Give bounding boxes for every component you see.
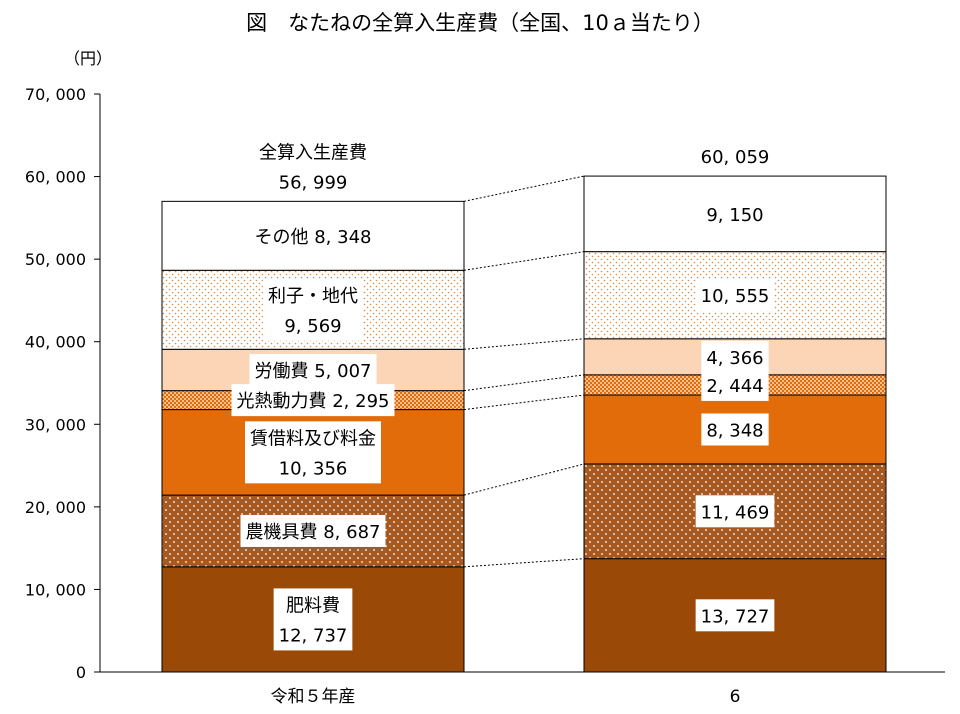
- segment-label-text: 4, 366: [706, 348, 763, 369]
- segment-label: 2, 444: [701, 368, 769, 401]
- total-title: 全算入生産費: [259, 142, 367, 163]
- bar-segments: [161, 175, 887, 673]
- connector-line: [463, 338, 585, 350]
- segment-label-text: 肥料費: [286, 595, 340, 616]
- y-axis: 0 10, 000 20, 000 30, 000 40, 000 50, 000 60, …: [25, 85, 945, 682]
- segment-label-text: 9, 569: [284, 316, 341, 337]
- segment-label-box: [701, 197, 769, 230]
- segment-label-text: 10, 555: [701, 286, 770, 307]
- segment-label: 肥料費 12, 737: [273, 588, 353, 651]
- segment-label-text: 10, 356: [279, 458, 348, 479]
- y-tick-label: 50, 000: [25, 250, 86, 269]
- segment-label-box: [695, 599, 775, 632]
- segment-label-box: [240, 514, 386, 547]
- y-tick-label: 70, 000: [25, 85, 86, 104]
- segment-label-box: [701, 413, 769, 446]
- segment-label-text: 農機具費 8, 687: [246, 522, 381, 543]
- segment-label-text: その他 8, 348: [255, 227, 372, 248]
- segment-label-text: 11, 469: [701, 502, 770, 523]
- segment-label: 光熱動力費 2, 295: [231, 384, 395, 417]
- x-category-label: 令和５年産: [271, 687, 356, 707]
- connector-line: [463, 251, 585, 271]
- segment-label-text: 9, 150: [706, 205, 763, 226]
- segment-label-box: [263, 278, 363, 341]
- segment-label-box: [701, 368, 769, 401]
- segment-label-box: [695, 495, 775, 528]
- connector-line: [463, 463, 585, 496]
- segment-label: 9, 150: [701, 197, 769, 230]
- segment-label-box: [249, 353, 377, 386]
- segment-label-text: 2, 444: [706, 376, 763, 397]
- y-tick-label: 60, 000: [25, 168, 86, 187]
- segment-label-text: 13, 727: [701, 606, 770, 627]
- segment-label-box: [695, 279, 775, 312]
- y-tick-label: 10, 000: [25, 580, 86, 599]
- y-tick-label: 0: [76, 663, 86, 682]
- total-value-label: 60, 059: [701, 147, 770, 168]
- connector-line: [463, 394, 585, 411]
- y-axis-unit-label: （円）: [64, 49, 112, 68]
- y-tick-label: 30, 000: [25, 415, 86, 434]
- segment-label-text: 賃借料及び料金: [250, 428, 376, 449]
- x-category-label: 6: [730, 687, 741, 707]
- x-axis-categories: 令和５年産 6: [271, 687, 741, 707]
- segment-label: 4, 366: [701, 340, 769, 373]
- segment-label: 11, 469: [695, 495, 775, 528]
- connector-line: [463, 374, 585, 392]
- segment-label-box: [701, 340, 769, 373]
- segment-label-text: 利子・地代: [268, 286, 358, 307]
- chart-title: 図 なたねの全算入生産費（全国、10ａ当たり）: [246, 11, 714, 35]
- segment-label: 8, 348: [701, 413, 769, 446]
- segment-label-box: [249, 219, 377, 252]
- segment-label: その他 8, 348: [249, 219, 377, 252]
- segment-label-text: 光熱動力費 2, 295: [237, 391, 390, 412]
- segment-label-box: [273, 588, 353, 651]
- total-labels: 全算入生産費 56, 999 60, 059: [259, 142, 769, 193]
- segment-label: 農機具費 8, 687: [240, 514, 386, 547]
- segment-label: 利子・地代 9, 569: [263, 278, 363, 341]
- total-value-label: 56, 999: [279, 172, 348, 193]
- bar-segment: [161, 494, 465, 568]
- segment-label-text: 8, 348: [706, 420, 763, 441]
- segment-label: 13, 727: [695, 599, 775, 632]
- segment-label-box: [245, 421, 381, 484]
- segment-label-text: 12, 737: [279, 625, 348, 646]
- segment-label: 労働費 5, 007: [249, 353, 377, 386]
- y-tick-label: 20, 000: [25, 498, 86, 517]
- segment-label: 10, 555: [695, 279, 775, 312]
- connector-lines: [463, 175, 585, 568]
- y-tick-label: 40, 000: [25, 333, 86, 352]
- connector-line: [463, 558, 585, 568]
- segment-labels: 肥料費 12, 737 農機具費 8, 687 賃借料及び料金 10, 356 光熱動力費…: [231, 197, 775, 651]
- segment-label: 賃借料及び料金 10, 356: [245, 421, 381, 484]
- segment-label-text: 労働費 5, 007: [255, 361, 372, 382]
- segment-label-box: [231, 384, 395, 417]
- connector-line: [463, 175, 585, 202]
